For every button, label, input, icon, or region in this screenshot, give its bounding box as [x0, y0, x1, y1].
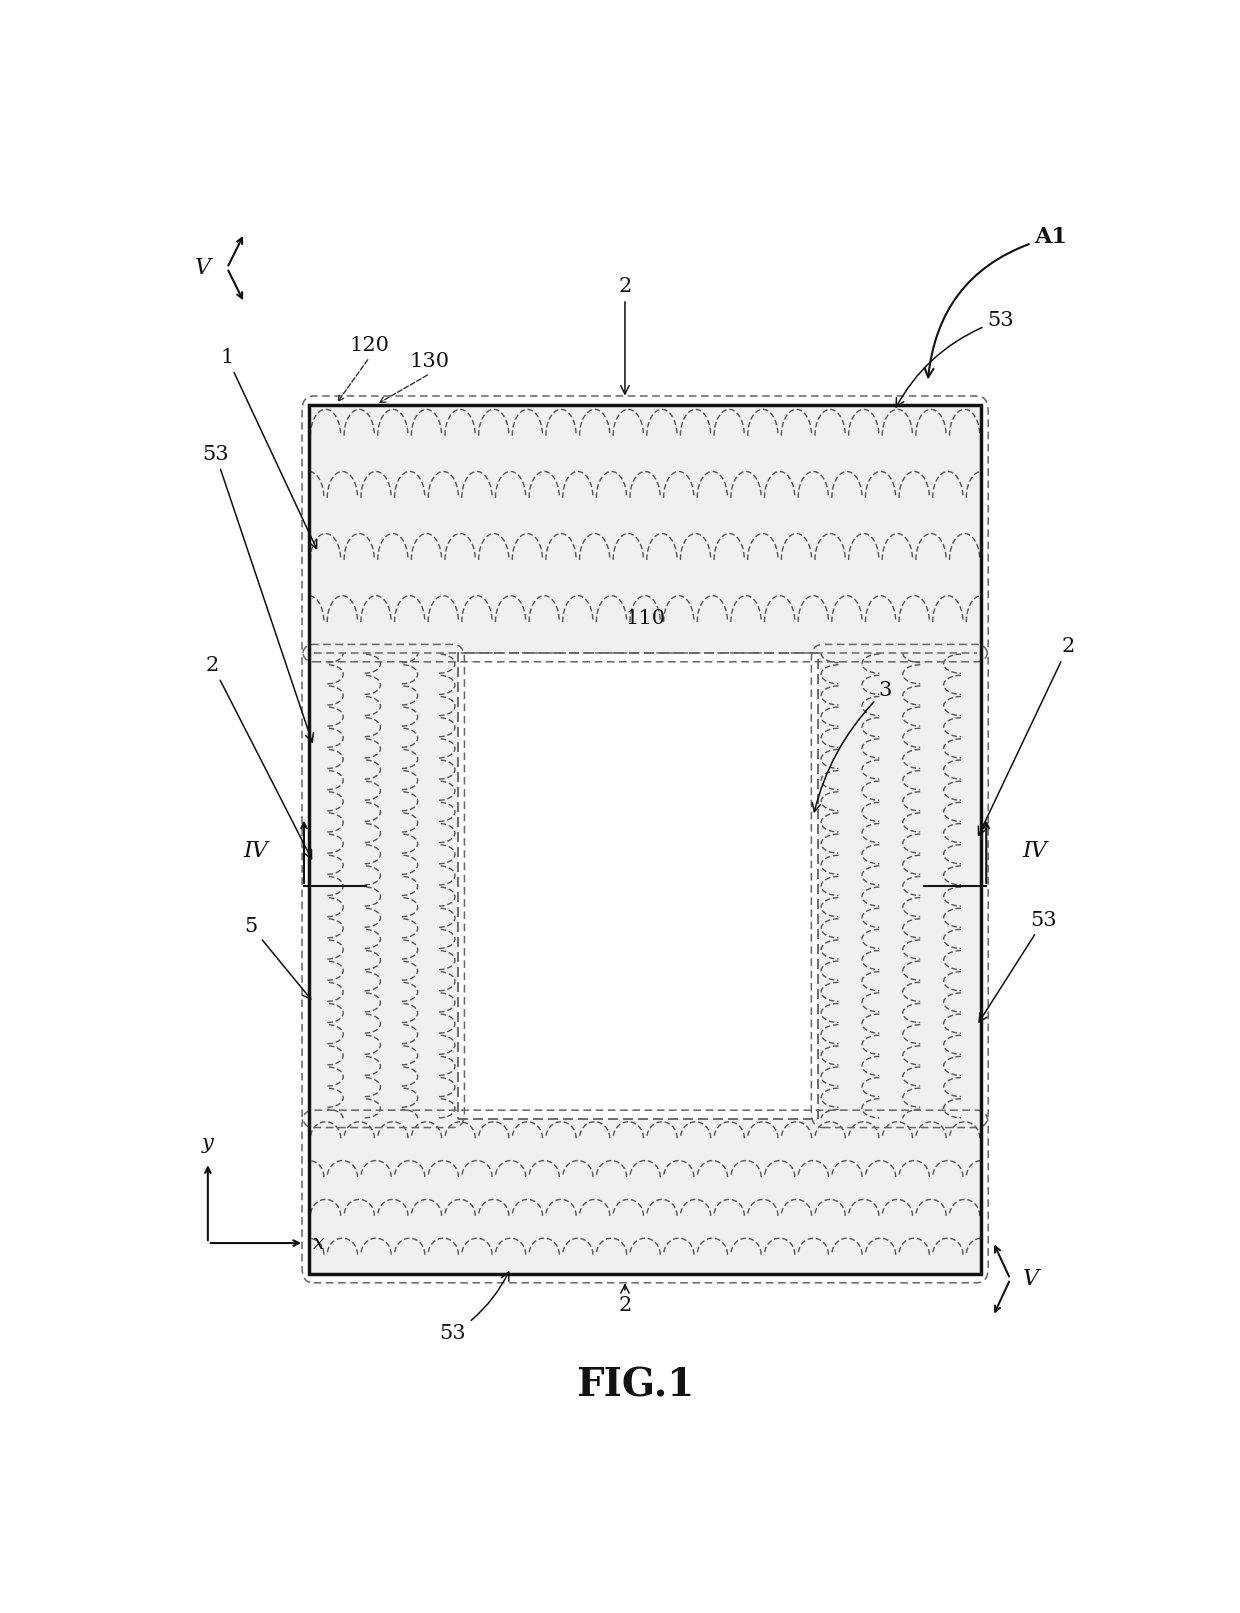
Bar: [309, 405, 982, 653]
Bar: [309, 1119, 982, 1274]
Text: 110: 110: [625, 608, 665, 627]
Text: 2: 2: [619, 1286, 631, 1315]
Text: 53: 53: [897, 311, 1014, 406]
Text: y: y: [202, 1134, 213, 1153]
Text: IV: IV: [243, 840, 268, 863]
Text: 2: 2: [206, 656, 311, 858]
Text: FIG.1: FIG.1: [577, 1366, 694, 1405]
Text: 53: 53: [440, 1273, 508, 1344]
Bar: [309, 405, 982, 1274]
Text: 2: 2: [978, 637, 1075, 836]
Text: 53: 53: [980, 911, 1058, 1023]
Text: 120: 120: [350, 336, 389, 355]
Bar: [309, 653, 458, 1119]
Text: 2: 2: [619, 277, 631, 394]
Text: V: V: [195, 256, 211, 279]
Text: x: x: [312, 1234, 324, 1253]
Text: IV: IV: [1022, 840, 1047, 863]
Text: 130: 130: [409, 352, 450, 371]
Bar: [458, 653, 818, 1119]
Text: 5: 5: [244, 916, 311, 998]
Text: 1: 1: [221, 348, 316, 548]
Text: V: V: [1023, 1268, 1039, 1290]
Bar: [818, 653, 982, 1119]
Text: 53: 53: [202, 445, 314, 742]
Text: A1: A1: [925, 226, 1068, 377]
Text: 3: 3: [812, 681, 892, 811]
